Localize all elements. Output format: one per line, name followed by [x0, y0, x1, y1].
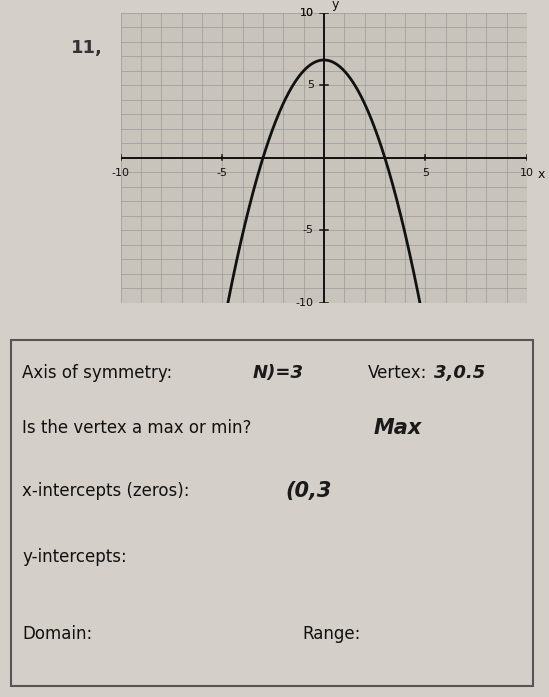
Text: (0,3: (0,3: [285, 481, 332, 501]
Text: Domain:: Domain:: [22, 625, 92, 643]
Text: x-intercepts (zeros):: x-intercepts (zeros):: [22, 482, 189, 500]
Text: 3,0.5: 3,0.5: [434, 364, 485, 382]
Text: Range:: Range:: [302, 625, 360, 643]
Text: Axis of symmetry:: Axis of symmetry:: [22, 364, 172, 382]
Text: Vertex:: Vertex:: [368, 364, 427, 382]
Text: Max: Max: [373, 418, 422, 438]
Text: 11,: 11,: [71, 38, 103, 56]
Text: Is the vertex a max or min?: Is the vertex a max or min?: [22, 420, 251, 437]
Text: y-intercepts:: y-intercepts:: [22, 548, 127, 566]
Text: N)=3: N)=3: [253, 364, 304, 382]
